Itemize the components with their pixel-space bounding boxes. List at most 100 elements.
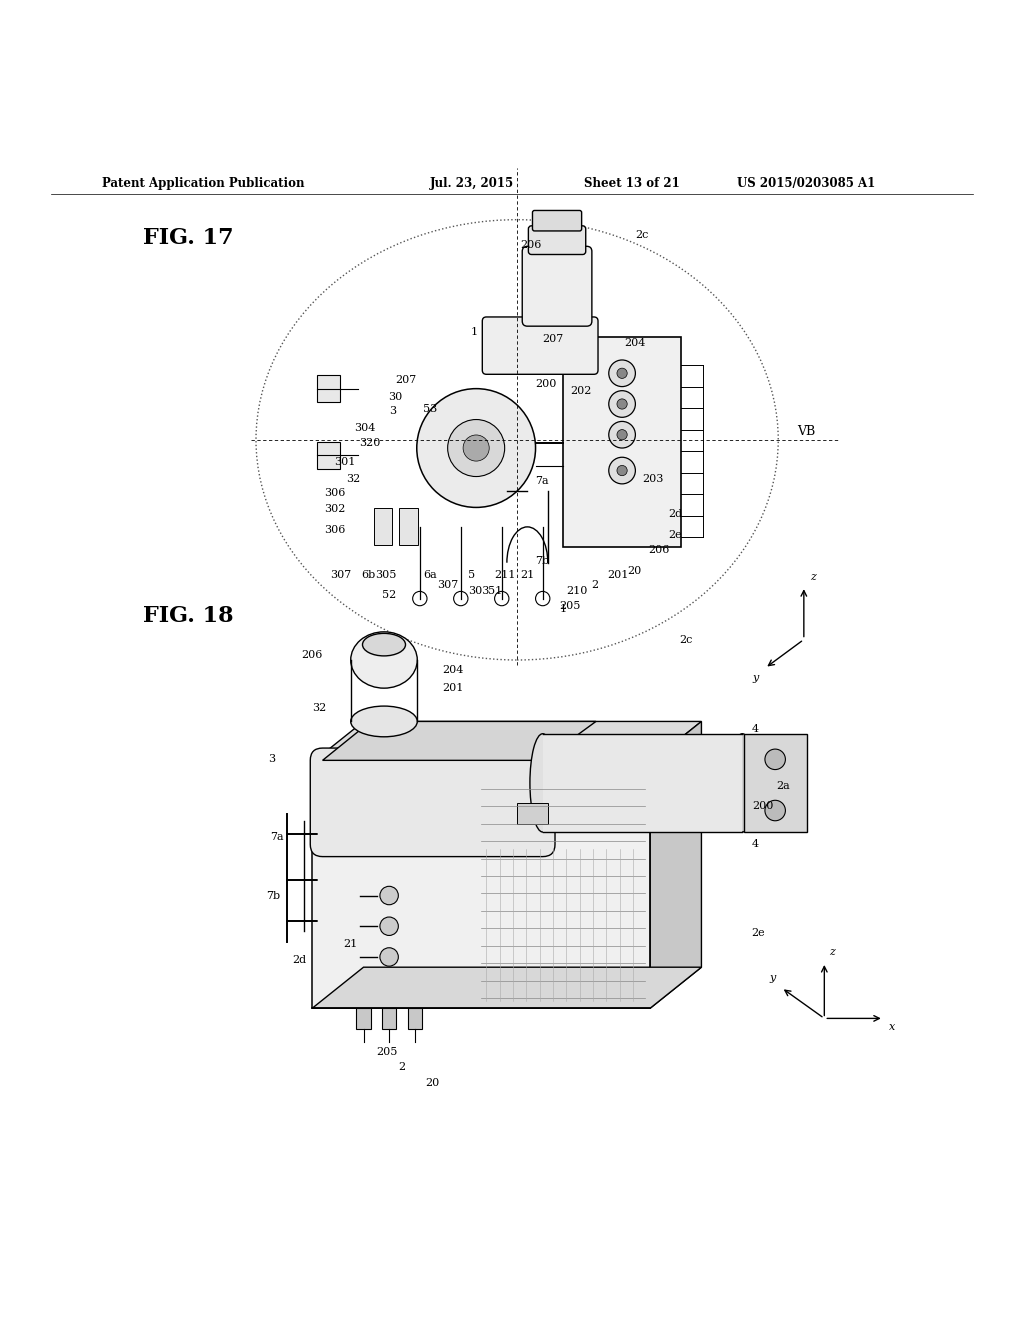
Text: Patent Application Publication: Patent Application Publication — [102, 177, 305, 190]
Text: 202: 202 — [570, 385, 592, 396]
Text: 200: 200 — [753, 801, 773, 812]
Text: 2a: 2a — [776, 781, 791, 791]
Circle shape — [765, 748, 785, 770]
Text: 2d: 2d — [669, 508, 683, 519]
Text: 206: 206 — [520, 240, 542, 251]
Text: US 2015/0203085 A1: US 2015/0203085 A1 — [737, 177, 876, 190]
Text: 305: 305 — [375, 570, 396, 579]
Text: 1: 1 — [471, 327, 478, 338]
Text: 21: 21 — [520, 570, 535, 579]
Text: 204: 204 — [625, 338, 646, 347]
Text: y: y — [753, 673, 759, 684]
Text: 20: 20 — [628, 566, 642, 576]
Text: 2c: 2c — [635, 230, 648, 240]
Ellipse shape — [350, 706, 418, 737]
FancyBboxPatch shape — [317, 375, 340, 403]
Text: 2: 2 — [591, 581, 598, 590]
FancyBboxPatch shape — [744, 734, 807, 832]
Circle shape — [380, 886, 398, 904]
Circle shape — [380, 948, 398, 966]
Text: 307: 307 — [437, 581, 459, 590]
Circle shape — [616, 399, 627, 409]
Circle shape — [616, 429, 627, 440]
Circle shape — [616, 466, 627, 475]
FancyBboxPatch shape — [543, 734, 742, 832]
FancyBboxPatch shape — [482, 317, 598, 375]
FancyBboxPatch shape — [317, 442, 340, 469]
FancyBboxPatch shape — [522, 247, 592, 326]
Ellipse shape — [530, 734, 555, 832]
Text: 3: 3 — [268, 754, 274, 764]
Text: FIG. 17: FIG. 17 — [143, 227, 234, 249]
Text: 4: 4 — [753, 840, 759, 849]
Text: 201: 201 — [442, 682, 463, 693]
Text: 2d: 2d — [292, 956, 306, 965]
Text: 201: 201 — [607, 570, 629, 579]
Text: 32: 32 — [312, 704, 327, 713]
FancyBboxPatch shape — [532, 210, 582, 231]
Text: 4: 4 — [753, 723, 759, 734]
Circle shape — [608, 391, 635, 417]
Polygon shape — [650, 722, 701, 1008]
Text: 307: 307 — [330, 570, 351, 579]
Text: 301: 301 — [334, 457, 355, 467]
Circle shape — [765, 800, 785, 821]
Text: 2c: 2c — [679, 635, 693, 644]
Text: 200: 200 — [536, 379, 557, 388]
Text: 206: 206 — [302, 649, 323, 660]
Text: 21: 21 — [343, 939, 357, 949]
FancyBboxPatch shape — [517, 804, 548, 824]
FancyBboxPatch shape — [374, 508, 392, 545]
Text: FIG. 18: FIG. 18 — [143, 605, 234, 627]
FancyBboxPatch shape — [382, 1008, 396, 1028]
Text: 30: 30 — [388, 392, 402, 401]
Text: z: z — [810, 572, 816, 582]
Circle shape — [608, 457, 635, 484]
Text: 1: 1 — [560, 603, 566, 614]
Text: 2e: 2e — [669, 531, 682, 540]
Circle shape — [380, 917, 398, 936]
Text: 2: 2 — [398, 1061, 404, 1072]
Ellipse shape — [362, 634, 406, 656]
Text: 302: 302 — [324, 504, 345, 515]
Text: 205: 205 — [560, 601, 581, 611]
Polygon shape — [312, 722, 701, 763]
Text: 206: 206 — [648, 545, 670, 556]
Text: 210: 210 — [566, 586, 588, 597]
Text: 6a: 6a — [423, 570, 436, 579]
FancyBboxPatch shape — [399, 508, 418, 545]
Text: 204: 204 — [442, 665, 463, 676]
FancyBboxPatch shape — [408, 1008, 422, 1028]
Circle shape — [463, 436, 489, 461]
FancyBboxPatch shape — [310, 748, 555, 857]
Text: 320: 320 — [359, 438, 381, 447]
FancyBboxPatch shape — [356, 1008, 371, 1028]
Text: 32: 32 — [346, 474, 360, 483]
Ellipse shape — [730, 734, 756, 832]
FancyBboxPatch shape — [563, 338, 681, 548]
Text: 53: 53 — [423, 404, 437, 414]
Text: 304: 304 — [354, 422, 376, 433]
Ellipse shape — [350, 632, 418, 688]
Text: Jul. 23, 2015: Jul. 23, 2015 — [430, 177, 514, 190]
Text: 7b: 7b — [536, 556, 550, 566]
Polygon shape — [312, 763, 650, 1008]
Circle shape — [608, 421, 635, 447]
Text: 303: 303 — [468, 586, 489, 597]
Circle shape — [417, 388, 536, 507]
Text: x: x — [889, 1023, 895, 1032]
Text: 52: 52 — [382, 590, 396, 601]
Text: Sheet 13 of 21: Sheet 13 of 21 — [584, 177, 680, 190]
Text: VB: VB — [797, 425, 815, 438]
Text: 207: 207 — [395, 375, 417, 385]
Text: 306: 306 — [324, 525, 345, 535]
Polygon shape — [323, 722, 596, 760]
FancyBboxPatch shape — [528, 226, 586, 255]
Text: 203: 203 — [642, 474, 664, 483]
Text: 306: 306 — [324, 488, 345, 498]
Text: 7b: 7b — [266, 891, 281, 900]
Circle shape — [447, 420, 505, 477]
Text: 51: 51 — [488, 586, 503, 597]
Circle shape — [616, 368, 627, 379]
Text: y: y — [769, 973, 775, 982]
